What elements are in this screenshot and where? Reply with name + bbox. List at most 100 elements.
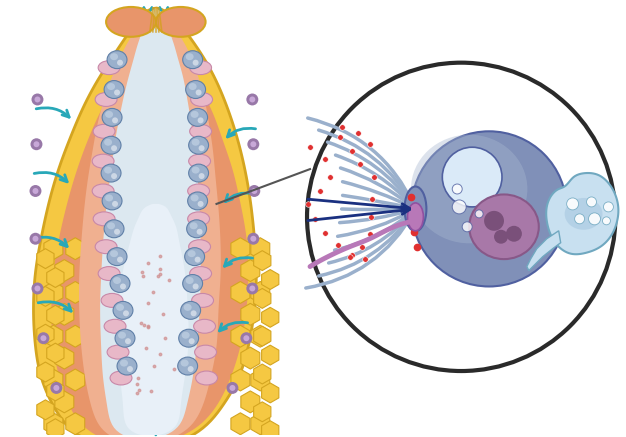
- Circle shape: [114, 90, 120, 96]
- Ellipse shape: [193, 319, 215, 333]
- Polygon shape: [47, 381, 64, 401]
- Polygon shape: [527, 231, 561, 271]
- Polygon shape: [254, 288, 271, 309]
- Polygon shape: [37, 249, 54, 269]
- Polygon shape: [44, 281, 63, 303]
- Ellipse shape: [105, 194, 113, 201]
- Polygon shape: [37, 400, 54, 420]
- Circle shape: [33, 236, 38, 242]
- Ellipse shape: [92, 154, 114, 168]
- Circle shape: [249, 185, 260, 197]
- Circle shape: [462, 222, 472, 232]
- Ellipse shape: [190, 61, 212, 75]
- Circle shape: [123, 310, 129, 316]
- Ellipse shape: [92, 184, 114, 198]
- Ellipse shape: [110, 53, 118, 60]
- Circle shape: [307, 62, 615, 371]
- Polygon shape: [79, 10, 221, 437]
- Circle shape: [31, 94, 43, 105]
- Ellipse shape: [188, 212, 210, 226]
- Circle shape: [193, 284, 198, 289]
- Circle shape: [195, 257, 200, 263]
- Polygon shape: [66, 238, 85, 260]
- Ellipse shape: [113, 302, 133, 319]
- Circle shape: [443, 147, 502, 207]
- Circle shape: [452, 200, 466, 214]
- Ellipse shape: [190, 222, 198, 229]
- Ellipse shape: [187, 220, 207, 238]
- Ellipse shape: [106, 7, 156, 37]
- Circle shape: [567, 198, 578, 210]
- Ellipse shape: [192, 139, 200, 146]
- Circle shape: [452, 184, 462, 194]
- Polygon shape: [66, 413, 85, 435]
- Circle shape: [247, 94, 259, 105]
- Circle shape: [588, 213, 600, 225]
- Circle shape: [603, 202, 613, 212]
- Circle shape: [197, 229, 203, 235]
- Ellipse shape: [104, 139, 112, 146]
- Circle shape: [193, 60, 198, 66]
- Circle shape: [117, 257, 123, 263]
- Ellipse shape: [104, 166, 112, 173]
- Ellipse shape: [178, 357, 198, 375]
- Ellipse shape: [195, 345, 217, 359]
- Circle shape: [31, 138, 43, 150]
- Circle shape: [506, 226, 522, 242]
- Polygon shape: [66, 369, 85, 391]
- Polygon shape: [66, 325, 85, 347]
- Polygon shape: [55, 391, 74, 413]
- Polygon shape: [231, 281, 250, 303]
- Polygon shape: [262, 345, 279, 365]
- Ellipse shape: [107, 51, 127, 69]
- Polygon shape: [47, 267, 64, 288]
- Circle shape: [247, 282, 259, 295]
- Ellipse shape: [110, 371, 132, 385]
- Ellipse shape: [192, 166, 200, 173]
- Ellipse shape: [188, 184, 210, 198]
- Ellipse shape: [98, 61, 120, 75]
- Circle shape: [249, 97, 255, 102]
- Polygon shape: [251, 281, 270, 303]
- Circle shape: [494, 230, 508, 244]
- Polygon shape: [51, 19, 249, 437]
- Ellipse shape: [93, 212, 115, 226]
- Ellipse shape: [95, 240, 117, 253]
- Polygon shape: [44, 369, 63, 391]
- Ellipse shape: [104, 220, 124, 238]
- Circle shape: [29, 233, 41, 245]
- Circle shape: [38, 332, 49, 344]
- Polygon shape: [47, 343, 64, 363]
- Ellipse shape: [191, 111, 198, 118]
- Circle shape: [244, 335, 249, 341]
- Ellipse shape: [182, 332, 190, 339]
- Polygon shape: [55, 260, 74, 281]
- Polygon shape: [33, 8, 256, 437]
- Ellipse shape: [107, 345, 129, 359]
- Polygon shape: [100, 8, 201, 437]
- Polygon shape: [231, 369, 250, 391]
- Polygon shape: [262, 307, 279, 327]
- Ellipse shape: [411, 135, 527, 243]
- Ellipse shape: [188, 250, 195, 257]
- Polygon shape: [251, 413, 270, 435]
- Polygon shape: [37, 362, 54, 382]
- Polygon shape: [44, 325, 63, 347]
- Polygon shape: [231, 238, 250, 260]
- Polygon shape: [37, 324, 54, 344]
- Ellipse shape: [183, 51, 203, 69]
- Ellipse shape: [411, 131, 567, 287]
- Polygon shape: [241, 303, 260, 325]
- Ellipse shape: [181, 302, 200, 319]
- Circle shape: [198, 118, 203, 123]
- Polygon shape: [47, 305, 64, 325]
- Ellipse shape: [107, 83, 115, 90]
- Polygon shape: [251, 238, 270, 260]
- Ellipse shape: [191, 194, 198, 201]
- Ellipse shape: [113, 277, 121, 284]
- Circle shape: [112, 118, 118, 123]
- Ellipse shape: [93, 125, 115, 138]
- Polygon shape: [66, 281, 85, 303]
- Ellipse shape: [469, 194, 539, 259]
- Polygon shape: [241, 391, 260, 413]
